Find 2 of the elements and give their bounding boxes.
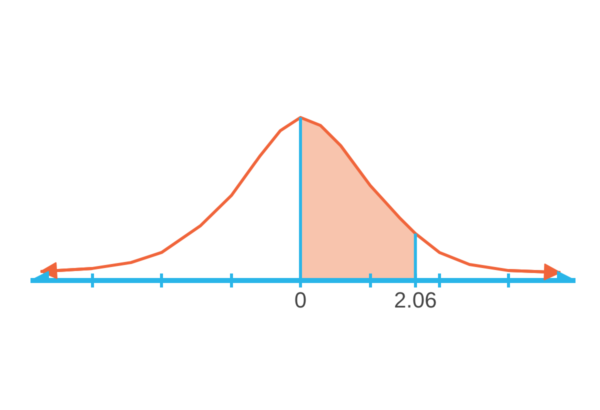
x-tick-label: 2.06 — [394, 288, 437, 312]
x-tick-label: 0 — [294, 288, 307, 312]
